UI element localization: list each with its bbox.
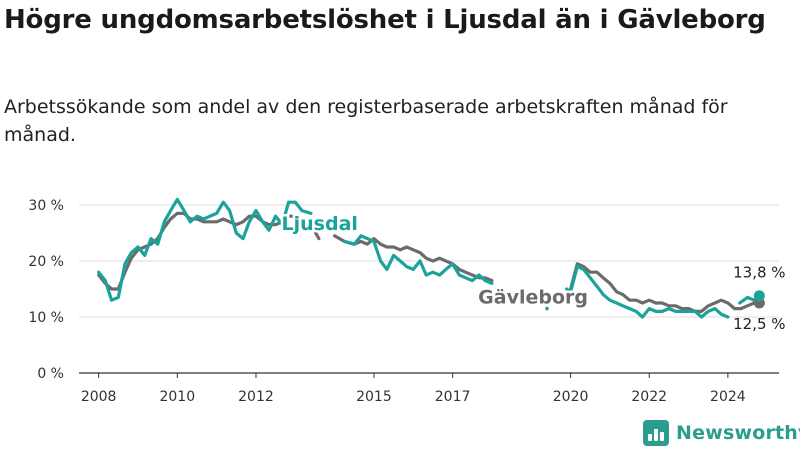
series-labels: Ljusdal Gävleborg 13,8 % 12,5 % [282, 213, 786, 333]
series-line-gavleborg [99, 213, 760, 311]
y-tick-label: 10 % [28, 310, 64, 326]
y-axis: 0 % 10 % 20 % 30 % [28, 198, 64, 382]
y-tick-label: 0 % [37, 366, 64, 382]
end-point-ljusdal [754, 290, 765, 301]
x-tick-label: 2008 [81, 389, 117, 405]
brand[interactable]: Newsworthy [643, 418, 800, 448]
x-tick-label: 2022 [631, 389, 667, 405]
x-tick-label: 2017 [435, 389, 471, 405]
series-lines [99, 199, 760, 317]
brand-name: Newsworthy [676, 422, 800, 444]
x-tick-label: 2015 [356, 389, 392, 405]
x-tick-label: 2012 [238, 389, 274, 405]
y-tick-label: 30 % [28, 198, 64, 214]
x-tick-label: 2020 [553, 389, 589, 405]
series-label-gavleborg: Gävleborg [478, 287, 588, 309]
end-label-gavleborg: 12,5 % [733, 315, 785, 333]
x-tick-label: 2010 [159, 389, 195, 405]
end-label-ljusdal: 13,8 % [733, 264, 785, 282]
series-label-ljusdal: Ljusdal [282, 213, 358, 235]
grid [79, 205, 779, 373]
x-axis: 2008 2010 2012 2015 2017 2020 2022 2024 [81, 373, 746, 405]
x-tick-label: 2024 [710, 389, 746, 405]
y-tick-label: 20 % [28, 254, 64, 270]
bar-chart-icon [643, 420, 669, 446]
